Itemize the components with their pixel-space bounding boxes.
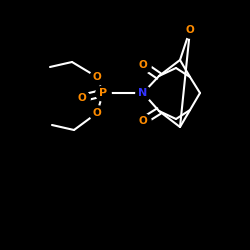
Text: O: O: [186, 25, 194, 35]
Text: O: O: [92, 108, 102, 118]
Text: O: O: [138, 116, 147, 126]
Text: O: O: [92, 72, 102, 82]
Text: N: N: [138, 88, 147, 98]
Text: P: P: [99, 88, 107, 98]
Text: O: O: [138, 60, 147, 70]
Text: O: O: [78, 93, 86, 103]
